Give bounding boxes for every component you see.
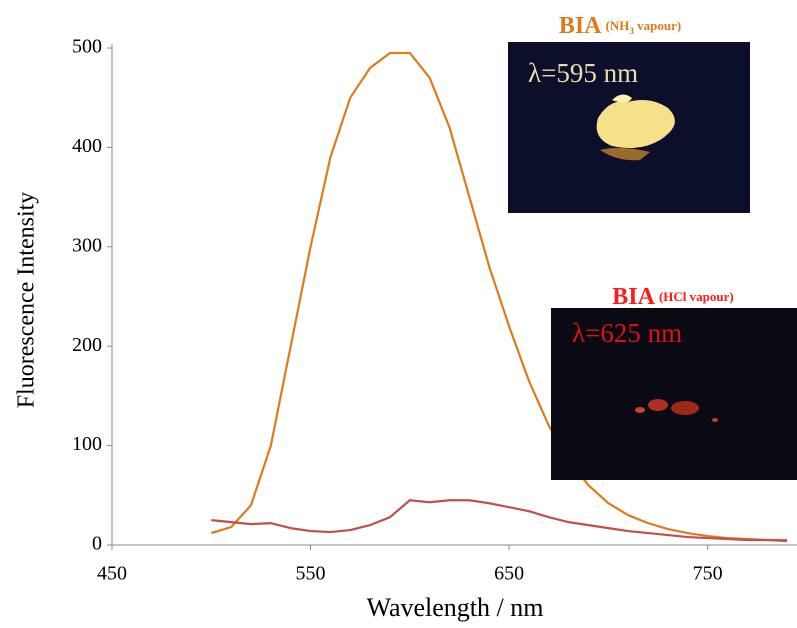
y-axis-title: Fluorescence Intensity: [14, 192, 40, 409]
series-line: [210, 51, 788, 542]
x-tick-label: 550: [296, 563, 326, 585]
sample: [671, 401, 699, 415]
y-tick-label: 0: [92, 533, 102, 555]
photo: [551, 308, 797, 480]
x-tick-label: 650: [494, 563, 524, 585]
inset-nh3: BIA (NH3 vapour) λ=595 nm: [508, 13, 750, 213]
inset-wavelength: λ=625 nm: [572, 318, 682, 348]
y-tick-label: 500: [72, 36, 102, 58]
inset-label: BIA (HCl vapour): [612, 284, 733, 310]
sample: [612, 94, 632, 103]
plot-area: 0 100 200 300 400 500 450 550 650 750: [72, 36, 797, 585]
x-tick-label: 450: [97, 563, 127, 585]
y-tick-label: 100: [72, 433, 102, 455]
sample: [648, 399, 668, 411]
sample: [712, 418, 718, 422]
x-axis-title: Wavelength / nm: [367, 593, 544, 622]
y-tick-label: 400: [72, 135, 102, 157]
sample: [600, 147, 650, 161]
inset-label: BIA (NH3 vapour): [559, 13, 681, 39]
sample: [635, 407, 645, 413]
inset-wavelength: λ=595 nm: [528, 58, 638, 88]
y-tick-label: 300: [72, 234, 102, 256]
x-tick-label: 750: [693, 563, 723, 585]
y-tick-label: 200: [72, 334, 102, 356]
inset-hcl: BIA (HCl vapour) λ=625 nm: [551, 284, 797, 480]
sample: [596, 100, 675, 148]
series-line: [211, 499, 788, 543]
